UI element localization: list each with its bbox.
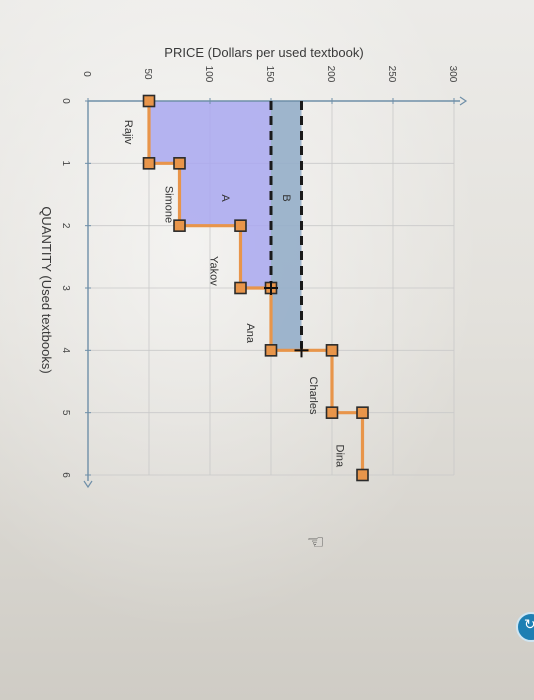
price-tick-100: 100 [203, 66, 214, 83]
label-dina: Dina [334, 445, 346, 469]
price-tick-50: 50 [142, 68, 153, 80]
quantity-tick-1: 1 [60, 161, 71, 167]
step-point-marker [356, 406, 369, 419]
area-a-label: A [219, 194, 231, 202]
step-point-marker [325, 406, 339, 419]
label-yakov: Yakov [208, 256, 220, 286]
refresh-button[interactable]: ↻ [516, 612, 534, 642]
step-point-marker [142, 94, 156, 108]
quantity-tick-3: 3 [60, 285, 71, 291]
price-tick-150: 150 [264, 66, 275, 83]
refresh-icon: ↻ [524, 617, 534, 633]
step-point-marker [234, 219, 247, 232]
price-tick-300: 300 [447, 66, 458, 83]
price-tick-0: 0 [81, 71, 92, 77]
area-b-label: B [280, 194, 292, 201]
quantity-tick-4: 4 [60, 348, 71, 354]
label-ana: Ana [244, 323, 256, 343]
step-point-marker [264, 344, 278, 357]
step-point-marker [142, 157, 156, 170]
price-lines [269, 101, 303, 351]
label-simone: Simone [163, 186, 175, 223]
area-b [271, 101, 302, 351]
pointer-icon: ☝ [304, 535, 329, 549]
price-tick-200: 200 [325, 66, 336, 83]
quantity-tick-2: 2 [60, 223, 71, 229]
quantity-tick-5: 5 [60, 410, 71, 416]
quantity-axis-title: QUANTITY (Used textbooks) [39, 206, 54, 373]
label-rajiv: Rajiv [122, 120, 134, 145]
price-axis-arrow [459, 96, 468, 106]
label-charles: Charles [307, 377, 319, 415]
quantity-tick-6: 6 [60, 472, 71, 478]
quantity-tick-0: 0 [60, 98, 71, 104]
step-point-marker [173, 157, 186, 170]
price-tick-250: 250 [386, 66, 397, 83]
quantity-axis-arrow [83, 480, 93, 489]
price-axis-title: PRICE (Dollars per used textbook) [164, 45, 363, 60]
step-point-marker [173, 219, 186, 232]
step-point-marker [325, 344, 339, 357]
supply-steps [142, 94, 369, 482]
step-point-marker [234, 281, 247, 295]
step-point-marker [356, 468, 369, 482]
chart-labels: Rajiv Simone Yakov Ana Charles Dina A B [122, 120, 346, 468]
